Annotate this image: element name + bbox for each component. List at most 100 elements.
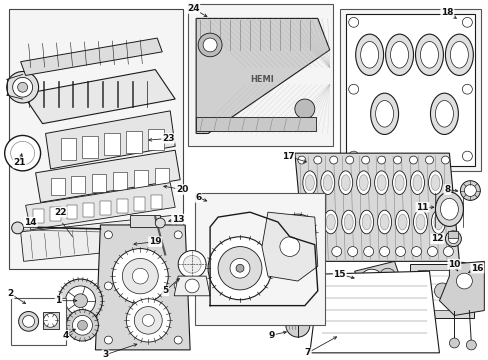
Ellipse shape xyxy=(430,210,445,234)
Circle shape xyxy=(425,156,432,164)
Text: 6: 6 xyxy=(195,193,201,202)
Ellipse shape xyxy=(415,214,424,230)
Circle shape xyxy=(43,314,58,327)
Bar xyxy=(61,138,76,160)
Text: HEMI: HEMI xyxy=(249,75,273,84)
Circle shape xyxy=(331,247,341,256)
Circle shape xyxy=(104,282,112,290)
Ellipse shape xyxy=(429,93,457,135)
Ellipse shape xyxy=(435,192,463,226)
Circle shape xyxy=(22,315,35,327)
Text: 15: 15 xyxy=(333,270,346,279)
Text: 16: 16 xyxy=(470,264,483,273)
Circle shape xyxy=(218,247,262,290)
Text: 13: 13 xyxy=(172,215,184,224)
Circle shape xyxy=(77,320,87,330)
Ellipse shape xyxy=(413,210,427,234)
Circle shape xyxy=(229,258,249,278)
Circle shape xyxy=(395,247,405,256)
Text: 14: 14 xyxy=(24,217,37,226)
Text: 21: 21 xyxy=(13,158,26,167)
Text: 24: 24 xyxy=(186,4,199,13)
Ellipse shape xyxy=(412,175,421,190)
Polygon shape xyxy=(354,261,404,301)
Circle shape xyxy=(198,33,222,57)
Ellipse shape xyxy=(344,214,352,230)
Ellipse shape xyxy=(341,210,355,234)
Text: 9: 9 xyxy=(268,330,275,339)
Circle shape xyxy=(174,282,182,290)
Circle shape xyxy=(292,227,302,237)
Circle shape xyxy=(393,156,401,164)
Bar xyxy=(447,231,457,238)
Bar xyxy=(195,193,324,325)
Circle shape xyxy=(299,247,309,256)
Polygon shape xyxy=(439,261,483,315)
Circle shape xyxy=(104,336,112,344)
Bar xyxy=(151,195,162,209)
Ellipse shape xyxy=(394,175,403,190)
Ellipse shape xyxy=(392,171,406,194)
Bar xyxy=(134,170,148,188)
Circle shape xyxy=(294,99,314,119)
Ellipse shape xyxy=(376,175,386,190)
Ellipse shape xyxy=(415,34,443,76)
Circle shape xyxy=(286,221,308,243)
Bar xyxy=(82,136,98,158)
Polygon shape xyxy=(36,150,180,202)
Text: 22: 22 xyxy=(54,208,67,217)
Circle shape xyxy=(348,17,358,27)
Bar xyxy=(104,134,120,155)
Circle shape xyxy=(459,181,479,201)
Ellipse shape xyxy=(385,34,413,76)
Ellipse shape xyxy=(320,171,334,194)
Circle shape xyxy=(443,247,452,256)
Circle shape xyxy=(142,315,154,326)
Ellipse shape xyxy=(397,214,406,230)
Circle shape xyxy=(174,336,182,344)
Ellipse shape xyxy=(362,214,370,230)
Bar xyxy=(126,131,142,153)
Ellipse shape xyxy=(359,210,373,234)
Circle shape xyxy=(297,156,305,164)
Ellipse shape xyxy=(352,276,366,296)
Bar xyxy=(417,270,465,310)
Ellipse shape xyxy=(440,198,457,220)
Circle shape xyxy=(345,156,353,164)
Circle shape xyxy=(441,156,448,164)
Text: 5: 5 xyxy=(162,286,168,295)
Circle shape xyxy=(347,247,357,256)
Ellipse shape xyxy=(305,210,319,234)
Circle shape xyxy=(379,268,395,284)
Circle shape xyxy=(313,156,321,164)
Ellipse shape xyxy=(430,175,439,190)
Ellipse shape xyxy=(445,34,472,76)
Circle shape xyxy=(279,214,315,249)
Circle shape xyxy=(66,310,98,341)
Bar xyxy=(117,199,128,213)
Circle shape xyxy=(134,307,162,334)
Circle shape xyxy=(236,264,244,272)
Ellipse shape xyxy=(410,171,424,194)
Circle shape xyxy=(178,251,205,278)
Circle shape xyxy=(11,141,35,165)
Ellipse shape xyxy=(395,210,408,234)
Circle shape xyxy=(379,247,389,256)
Text: 10: 10 xyxy=(447,260,460,269)
Circle shape xyxy=(411,247,421,256)
Circle shape xyxy=(72,315,92,335)
Circle shape xyxy=(433,283,449,299)
Polygon shape xyxy=(262,212,317,281)
Ellipse shape xyxy=(435,100,452,127)
Bar xyxy=(9,9,183,269)
Circle shape xyxy=(126,299,170,342)
Ellipse shape xyxy=(379,214,388,230)
Text: 17: 17 xyxy=(281,152,294,161)
Circle shape xyxy=(122,258,158,294)
Ellipse shape xyxy=(390,41,407,68)
Ellipse shape xyxy=(305,175,314,190)
Circle shape xyxy=(12,222,23,234)
Circle shape xyxy=(185,279,199,293)
Circle shape xyxy=(448,338,458,348)
Circle shape xyxy=(112,248,168,303)
